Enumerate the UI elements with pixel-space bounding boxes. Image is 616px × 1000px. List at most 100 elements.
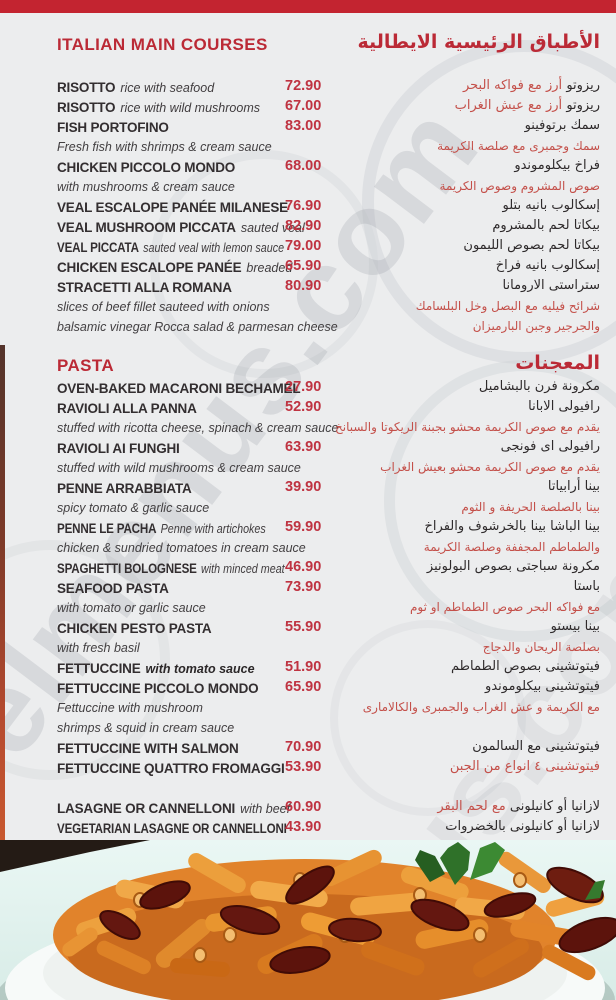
item-name-ar-red: أرز مع عيش الغراب bbox=[454, 98, 563, 113]
item-name-ar: ستراستى الارومانا bbox=[503, 278, 600, 293]
left-edge-strip bbox=[0, 345, 5, 840]
item-price: 43.90 bbox=[285, 819, 322, 835]
item-price: 73.90 bbox=[285, 579, 322, 595]
menu-item-row: FETTUCCINE with tomato sauce 51.90 فيتوتش… bbox=[57, 658, 600, 678]
item-desc-ar: شرائح فيليه مع البصل وخل البلسامك bbox=[415, 299, 600, 313]
item-name: RISOTTO bbox=[57, 80, 116, 95]
item-name-ar-main: فيتوتشينى بيكلوموندو bbox=[485, 679, 600, 694]
menu-item-description-row: spicy tomato & garlic sauce بينا بالصلصة… bbox=[57, 498, 600, 518]
item-name-descriptor: sauted veal with lemon sauce bbox=[143, 241, 285, 255]
item-name-en: VEAL ESCALOPE PANÉE MILANESE bbox=[57, 199, 288, 217]
item-desc-en: with fresh basil bbox=[57, 641, 140, 655]
item-name: FETTUCCINE QUATTRO FROMAGGI bbox=[57, 761, 285, 776]
item-name-ar: فيتوتشينى بصوص الطماطم bbox=[451, 659, 600, 674]
item-name-en: RAVIOLI AI FUNGHI bbox=[57, 440, 180, 458]
item-name-ar-main: ريزوتو bbox=[566, 98, 600, 113]
item-name-en: FETTUCCINE PICCOLO MONDO bbox=[57, 680, 259, 698]
menu-item-row: CHICKEN PICCOLO MONDO 68.00 فراخ بيكلومو… bbox=[57, 157, 600, 177]
section-heading-row: ITALIAN MAIN COURSES الأطباق الرئيسية ال… bbox=[57, 31, 600, 57]
item-name-ar: بينا أرابياتا bbox=[548, 479, 600, 494]
item-name: RAVIOLI AI FUNGHI bbox=[57, 441, 180, 456]
item-name-descriptor: breaded bbox=[246, 261, 293, 275]
menu-item-description-row: with fresh basil بصلصة الريحان والدجاج bbox=[57, 638, 600, 658]
menu-item-description-row: Fresh fish with shrimps & cream sauce سم… bbox=[57, 137, 600, 157]
item-name-ar-main: رافيولى الابانا bbox=[528, 399, 600, 414]
item-name-ar: بيكاتا لحم بصوص الليمون bbox=[463, 238, 600, 253]
item-name: FETTUCCINE PICCOLO MONDO bbox=[57, 681, 259, 696]
item-name-ar-main: ستراستى الارومانا bbox=[502, 278, 600, 293]
item-name-ar-red: فيتوتشينى ٤ انواع من الجبن bbox=[449, 759, 600, 774]
item-name: OVEN-BAKED MACARONI BECHAMEL bbox=[57, 381, 301, 396]
photo-dark-corner bbox=[0, 840, 150, 872]
item-name-ar-main: بيكاتا لحم بالمشروم bbox=[492, 218, 600, 233]
item-name: RISOTTO bbox=[57, 100, 116, 115]
item-name: VEAL ESCALOPE PANÉE MILANESE bbox=[57, 200, 288, 215]
item-desc-ar: صوص المشروم وصوص الكريمة bbox=[439, 179, 600, 193]
menu-item-row: FETTUCCINE PICCOLO MONDO 65.90 فيتوتشينى… bbox=[57, 678, 600, 698]
parsley-garnish bbox=[415, 842, 605, 900]
menu-item-row: VEAL MUSHROOM PICCATA sauted veal 82.90 ب… bbox=[57, 217, 600, 237]
item-price: 83.00 bbox=[285, 118, 322, 134]
item-desc-ar: بينا بالصلصة الحريفة و الثوم bbox=[461, 500, 600, 514]
menu-item-description-row: stuffed with wild mushrooms & cream sauc… bbox=[57, 458, 600, 478]
item-name: VEAL MUSHROOM PICCATA bbox=[57, 220, 236, 235]
item-name-ar: مكرونة سباجتى بصوص البولونيز bbox=[427, 559, 600, 574]
item-name-ar-main: ريزوتو bbox=[566, 78, 600, 93]
item-name-ar: مكرونة فرن بالبشاميل bbox=[479, 379, 600, 394]
item-name-descriptor: sauted veal bbox=[240, 221, 305, 235]
item-desc-en: spicy tomato & garlic sauce bbox=[57, 501, 210, 515]
item-name-ar-main: إسكالوب بانيه بتلو bbox=[502, 198, 600, 213]
item-name: CHICKEN PICCOLO MONDO bbox=[57, 160, 236, 175]
menu-item-row: CHICKEN PESTO PASTA 55.90 بينا بيستو bbox=[57, 618, 600, 638]
item-name-ar: رافيولى الابانا bbox=[528, 399, 600, 414]
item-name-en: FETTUCCINE with tomato sauce bbox=[57, 660, 255, 678]
item-desc-en: chicken & sundried tomatoes in cream sau… bbox=[57, 541, 306, 555]
item-name-ar-main: بينا بيستو bbox=[550, 619, 600, 634]
item-name-ar-main: بينا أرابياتا bbox=[547, 479, 600, 494]
item-name-ar-main: لازانيا أو كانيلونى بالخضروات bbox=[445, 819, 600, 834]
item-price: 82.90 bbox=[285, 218, 322, 234]
item-name-en: VEAL MUSHROOM PICCATA sauted veal bbox=[57, 219, 305, 237]
menu-item-description-row: with tomato or garlic sauce مع فواكه الب… bbox=[57, 598, 600, 618]
menu-section: PASTA المعجنات OVEN-BAKED MACARONI BECHA… bbox=[57, 352, 600, 838]
sun-dried-tomatoes bbox=[99, 865, 616, 974]
item-name: RAVIOLI ALLA PANNA bbox=[57, 401, 197, 416]
item-name: VEGETARIAN LASAGNE OR CANNELLONI bbox=[57, 821, 287, 836]
section-rows: RISOTTO rice with seafood 72.90 ريزوتو أر… bbox=[57, 77, 600, 337]
item-desc-en: slices of beef fillet sauteed with onion… bbox=[57, 300, 270, 314]
menu-item-row: RISOTTO rice with wild mushrooms 67.00 ري… bbox=[57, 97, 600, 117]
menu-item-row: SPAGHETTI BOLOGNESE with minced meat 46.9… bbox=[57, 558, 600, 578]
item-name: VEAL PICCATA bbox=[57, 240, 139, 255]
item-name-ar: إسكالوب بانيه بتلو bbox=[503, 198, 600, 213]
item-name: FISH PORTOFINO bbox=[57, 120, 169, 135]
item-price: 76.90 bbox=[285, 198, 322, 214]
item-desc-ar: يقدم مع صوص الكريمة محشو بجبنة الريكوتا … bbox=[335, 420, 600, 434]
food-photo bbox=[0, 840, 616, 1000]
menu-section: ITALIAN MAIN COURSES الأطباق الرئيسية ال… bbox=[57, 31, 600, 337]
item-name-en: STRACETTI ALLA ROMANA bbox=[57, 279, 232, 297]
item-name-ar-main: إسكالوب بانيه فراخ bbox=[495, 258, 600, 273]
item-name-en: OVEN-BAKED MACARONI BECHAMEL bbox=[57, 380, 301, 398]
item-name: STRACETTI ALLA ROMANA bbox=[57, 280, 232, 295]
menu-item-row: RAVIOLI ALLA PANNA 52.90 رافيولى الابانا bbox=[57, 398, 600, 418]
item-desc-en: balsamic vinegar Rocca salad & parmesan … bbox=[57, 320, 338, 334]
item-name-en: FISH PORTOFINO bbox=[57, 119, 169, 137]
item-name-ar-red: أرز مع فواكه البحر bbox=[462, 78, 563, 93]
item-desc-en: with tomato or garlic sauce bbox=[57, 601, 206, 615]
item-desc-ar: سمك وجمبرى مع صلصة الكريمة bbox=[437, 139, 600, 153]
item-name-ar: بينا بيستو bbox=[551, 619, 600, 634]
item-name-ar: رافيولى اى فونجى bbox=[501, 439, 600, 454]
item-name-en: VEAL PICCATA sauted veal with lemon sauce bbox=[57, 239, 284, 257]
item-price: 65.90 bbox=[285, 679, 322, 695]
item-name-ar-main: مكرونة فرن بالبشاميل bbox=[478, 379, 600, 394]
item-name-en: SPAGHETTI BOLOGNESE with minced meat bbox=[57, 560, 285, 578]
item-price: 60.90 bbox=[285, 799, 322, 815]
item-name-ar-main: سمك برتوفينو bbox=[524, 118, 600, 133]
item-name-ar: لازانيا أو كانيلونى مع لحم البقر bbox=[437, 799, 600, 814]
menu-item-row: OVEN-BAKED MACARONI BECHAMEL 27.90 مكرون… bbox=[57, 378, 600, 398]
menu-item-row: VEAL PICCATA sauted veal with lemon sauce… bbox=[57, 237, 600, 257]
item-price: 79.00 bbox=[285, 238, 322, 254]
menu-item-row: PENNE LE PACHA Penne with artichokes 59.9… bbox=[57, 518, 600, 538]
item-name-en: CHICKEN ESCALOPE PANÉE breaded bbox=[57, 259, 292, 277]
item-name-ar: فيتوتشينى بيكلوموندو bbox=[485, 679, 600, 694]
